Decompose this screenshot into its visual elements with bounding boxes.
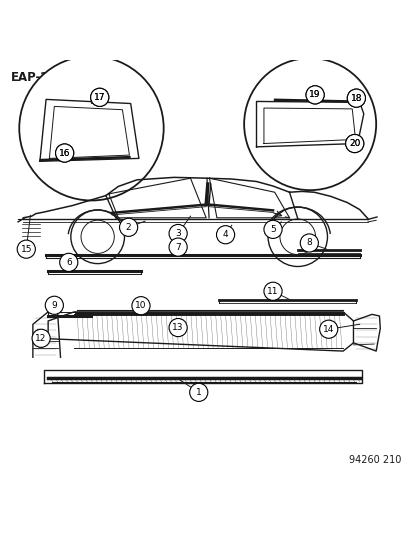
Text: 20: 20 (348, 139, 360, 148)
Text: 16: 16 (59, 149, 70, 158)
Text: 94260 210: 94260 210 (348, 455, 400, 465)
Circle shape (90, 88, 109, 107)
Circle shape (347, 89, 365, 107)
Text: 2: 2 (126, 223, 131, 232)
Circle shape (90, 88, 109, 107)
Text: 17: 17 (94, 93, 105, 102)
Circle shape (244, 58, 375, 190)
Text: 5: 5 (270, 225, 275, 234)
Circle shape (263, 220, 281, 238)
Circle shape (119, 218, 138, 236)
Text: 18: 18 (350, 94, 361, 103)
Text: 18: 18 (350, 94, 361, 103)
Circle shape (305, 86, 323, 104)
Circle shape (347, 89, 365, 107)
Circle shape (319, 320, 337, 338)
Text: 8: 8 (306, 238, 311, 247)
Circle shape (263, 282, 281, 300)
Circle shape (345, 134, 363, 152)
Circle shape (132, 297, 150, 315)
Text: 14: 14 (322, 325, 334, 334)
Text: 7: 7 (175, 243, 180, 252)
Circle shape (345, 134, 363, 152)
Text: EAP-210B: EAP-210B (11, 70, 75, 84)
Text: 10: 10 (135, 301, 146, 310)
Text: 13: 13 (172, 323, 183, 332)
Circle shape (59, 253, 78, 271)
Text: 3: 3 (175, 229, 180, 238)
Text: 6: 6 (66, 258, 71, 267)
Text: 11: 11 (267, 287, 278, 296)
Circle shape (32, 329, 50, 348)
Circle shape (55, 144, 74, 162)
Circle shape (305, 86, 323, 104)
Circle shape (169, 319, 187, 337)
Circle shape (169, 224, 187, 243)
Circle shape (216, 225, 234, 244)
Circle shape (189, 383, 207, 401)
Text: 4: 4 (222, 230, 228, 239)
Text: 19: 19 (309, 91, 320, 99)
Text: 15: 15 (21, 245, 32, 254)
Text: 16: 16 (59, 149, 70, 158)
Circle shape (55, 144, 74, 162)
Circle shape (45, 296, 63, 314)
Text: 17: 17 (94, 93, 105, 102)
Circle shape (19, 56, 163, 200)
Text: 9: 9 (51, 301, 57, 310)
Circle shape (17, 240, 35, 259)
Circle shape (169, 238, 187, 256)
Circle shape (299, 234, 318, 252)
Text: 20: 20 (348, 139, 360, 148)
Text: 19: 19 (309, 91, 320, 99)
Text: 12: 12 (36, 334, 47, 343)
Text: 1: 1 (195, 388, 201, 397)
